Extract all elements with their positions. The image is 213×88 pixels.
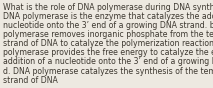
Text: polymerase provides the free energy to catalyze the endergonic: polymerase provides the free energy to c…: [3, 48, 213, 57]
Text: DNA polymerase is the enzyme that catalyzes the addition of a: DNA polymerase is the enzyme that cataly…: [3, 12, 213, 21]
Text: d. DNA polymerase catalyzes the synthesis of the template: d. DNA polymerase catalyzes the synthesi…: [3, 67, 213, 76]
Text: nucleotide onto the 3’ end of a growing DNA strand. b. DNA: nucleotide onto the 3’ end of a growing …: [3, 21, 213, 30]
Text: polymerase removes inorganic phosphate from the template: polymerase removes inorganic phosphate f…: [3, 30, 213, 39]
Text: strand of DNA to catalyze the polymerization reaction. c. DNA: strand of DNA to catalyze the polymeriza…: [3, 39, 213, 48]
Text: addition of a nucleotide onto the 3’ end of a growing DNA strand.: addition of a nucleotide onto the 3’ end…: [3, 57, 213, 66]
Text: strand of DNA: strand of DNA: [3, 76, 57, 85]
Text: What is the role of DNA polymerase during DNA synthesis? a.: What is the role of DNA polymerase durin…: [3, 3, 213, 12]
